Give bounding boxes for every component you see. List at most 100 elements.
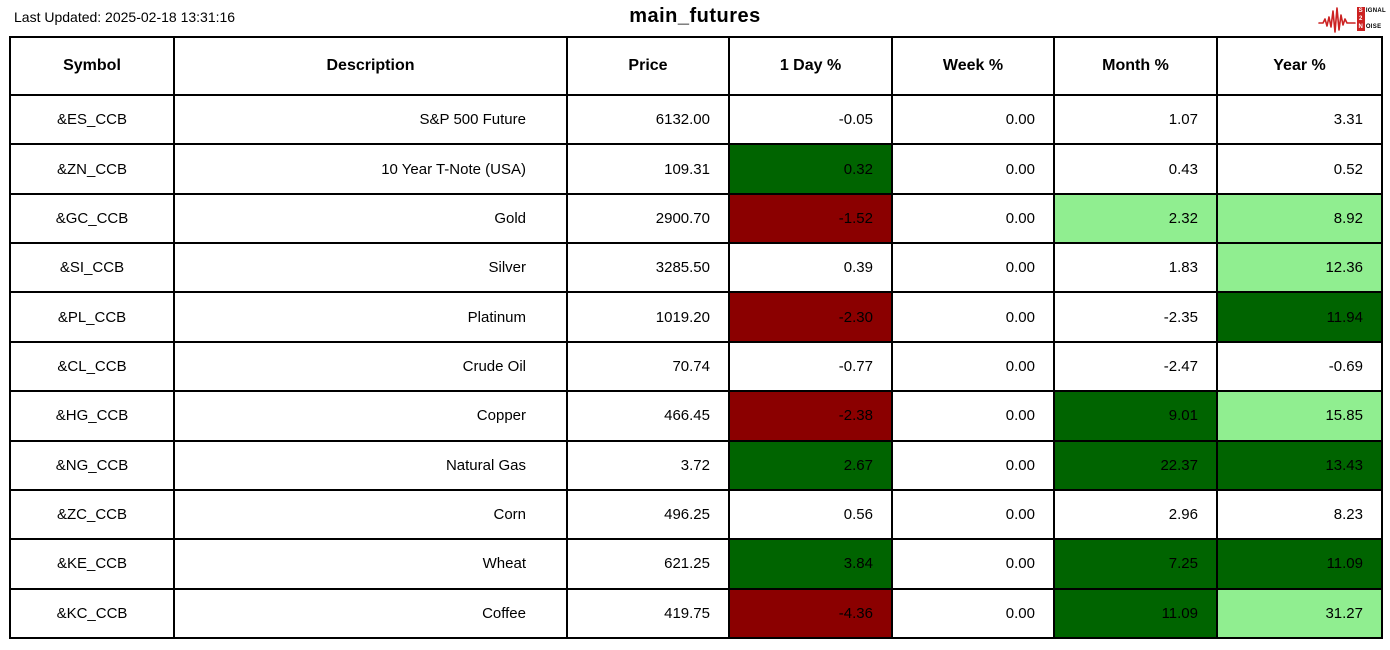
cell-symbol: &SI_CCB [9,242,175,294]
cell-month-pct: 2.32 [1053,192,1218,245]
logo-letter-box-2: 2 [1356,15,1365,23]
cell-symbol: &KE_CCB [9,538,175,590]
col-header-year-pct: Year % [1216,36,1383,96]
cell-month-pct: -2.35 [1053,291,1218,343]
heartbeat-waveform-icon [1318,7,1356,33]
cell-symbol: &ZC_CCB [9,488,175,541]
cell-year-pct: 0.52 [1216,143,1383,195]
cell-month-pct: 7.25 [1053,538,1218,590]
cell-week-pct: 0.00 [891,538,1055,590]
page-title: main_futures [629,5,761,27]
cell-year-pct: 8.23 [1216,488,1383,541]
logo-letter-box-n: N [1356,23,1365,31]
cell-price: 1019.20 [566,291,730,343]
cell-symbol: &PL_CCB [9,291,175,343]
cell-month-pct: -2.47 [1053,340,1218,393]
cell-year-pct: 31.27 [1216,587,1383,640]
cell-day-pct: 2.67 [728,439,893,491]
last-updated-text: Last Updated: 2025-02-18 13:31:16 [14,9,236,25]
cell-month-pct: 9.01 [1053,390,1218,442]
cell-description: Wheat [173,538,568,590]
table-row: &KE_CCB Wheat 621.25 3.84 0.00 7.25 11.0… [9,538,1383,590]
table-row: &PL_CCB Platinum 1019.20 -2.30 0.00 -2.3… [9,291,1383,343]
cell-description: S&P 500 Future [173,93,568,146]
cell-symbol: &ES_CCB [9,93,175,146]
table-row: &ZC_CCB Corn 496.25 0.56 0.00 2.96 8.23 [9,488,1383,541]
cell-description: Coffee [173,587,568,640]
cell-week-pct: 0.00 [891,340,1055,393]
cell-symbol: &NG_CCB [9,439,175,491]
table-row: &CL_CCB Crude Oil 70.74 -0.77 0.00 -2.47… [9,340,1383,393]
cell-symbol: &ZN_CCB [9,143,175,195]
cell-price: 3285.50 [566,242,730,294]
cell-year-pct: 3.31 [1216,93,1383,146]
cell-year-pct: -0.69 [1216,340,1383,393]
cell-week-pct: 0.00 [891,93,1055,146]
cell-price: 2900.70 [566,192,730,245]
cell-description: Copper [173,390,568,442]
cell-day-pct: 0.56 [728,488,893,541]
cell-year-pct: 8.92 [1216,192,1383,245]
table-row: &ZN_CCB 10 Year T-Note (USA) 109.31 0.32… [9,143,1383,195]
cell-day-pct: -2.38 [728,390,893,442]
cell-description: 10 Year T-Note (USA) [173,143,568,195]
cell-week-pct: 0.00 [891,242,1055,294]
cell-week-pct: 0.00 [891,291,1055,343]
table-row: &GC_CCB Gold 2900.70 -1.52 0.00 2.32 8.9… [9,192,1383,245]
cell-description: Natural Gas [173,439,568,491]
cell-price: 419.75 [566,587,730,640]
cell-year-pct: 15.85 [1216,390,1383,442]
cell-price: 109.31 [566,143,730,195]
cell-month-pct: 1.07 [1053,93,1218,146]
table-row: &KC_CCB Coffee 419.75 -4.36 0.00 11.09 3… [9,587,1383,640]
cell-week-pct: 0.00 [891,143,1055,195]
cell-day-pct: -1.52 [728,192,893,245]
col-header-month-pct: Month % [1053,36,1218,96]
cell-price: 621.25 [566,538,730,590]
cell-symbol: &GC_CCB [9,192,175,245]
cell-description: Platinum [173,291,568,343]
col-header-day-pct: 1 Day % [728,36,893,96]
cell-price: 70.74 [566,340,730,393]
col-header-symbol: Symbol [9,36,175,96]
cell-day-pct: 3.84 [728,538,893,590]
logo-word-signal: IGNAL [1365,8,1386,14]
table-row: &ES_CCB S&P 500 Future 6132.00 -0.05 0.0… [9,93,1383,146]
cell-year-pct: 11.09 [1216,538,1383,590]
table-row: &SI_CCB Silver 3285.50 0.39 0.00 1.83 12… [9,242,1383,294]
logo-text: S IGNAL 2 N OISE [1356,7,1386,31]
cell-month-pct: 0.43 [1053,143,1218,195]
cell-symbol: &HG_CCB [9,390,175,442]
cell-month-pct: 22.37 [1053,439,1218,491]
cell-day-pct: -0.05 [728,93,893,146]
cell-day-pct: 0.39 [728,242,893,294]
futures-table: Symbol Description Price 1 Day % Week % … [9,36,1383,640]
cell-price: 496.25 [566,488,730,541]
col-header-price: Price [566,36,730,96]
table-row: &HG_CCB Copper 466.45 -2.38 0.00 9.01 15… [9,390,1383,442]
cell-description: Gold [173,192,568,245]
cell-year-pct: 12.36 [1216,242,1383,294]
cell-description: Crude Oil [173,340,568,393]
cell-year-pct: 13.43 [1216,439,1383,491]
cell-description: Silver [173,242,568,294]
table-body: &ES_CCB S&P 500 Future 6132.00 -0.05 0.0… [9,93,1383,640]
cell-price: 6132.00 [566,93,730,146]
cell-year-pct: 11.94 [1216,291,1383,343]
cell-week-pct: 0.00 [891,488,1055,541]
col-header-week-pct: Week % [891,36,1055,96]
cell-day-pct: -4.36 [728,587,893,640]
cell-description: Corn [173,488,568,541]
cell-day-pct: 0.32 [728,143,893,195]
signal-2-noise-logo: S IGNAL 2 N OISE [1318,3,1386,35]
table-row: &NG_CCB Natural Gas 3.72 2.67 0.00 22.37… [9,439,1383,491]
header-row: Symbol Description Price 1 Day % Week % … [9,36,1383,96]
cell-week-pct: 0.00 [891,192,1055,245]
cell-week-pct: 0.00 [891,390,1055,442]
cell-month-pct: 1.83 [1053,242,1218,294]
cell-week-pct: 0.00 [891,439,1055,491]
logo-word-noise: OISE [1365,24,1382,30]
cell-symbol: &KC_CCB [9,587,175,640]
cell-day-pct: -2.30 [728,291,893,343]
logo-letter-box-s: S [1356,7,1365,15]
